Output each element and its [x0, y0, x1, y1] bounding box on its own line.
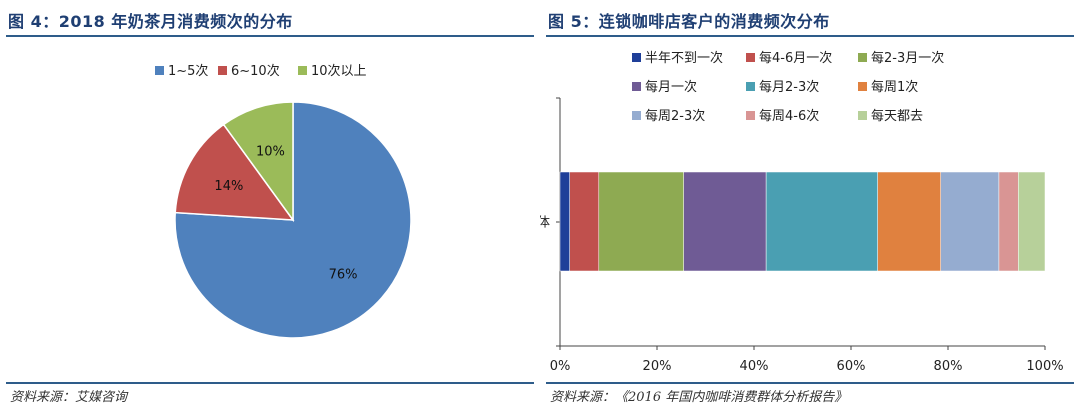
pie-slice — [222, 101, 294, 223]
x-tick-label: 0% — [550, 359, 571, 374]
footer-divider — [6, 382, 534, 384]
bar-segment — [940, 171, 1000, 272]
pie-data-label: 14% — [214, 179, 243, 194]
legend-swatch — [155, 66, 164, 75]
bar-segment — [569, 171, 600, 272]
legend-swatch — [746, 82, 755, 91]
pie-slice — [174, 123, 295, 221]
pie-slice — [174, 101, 412, 339]
legend-label: 每4-6月一次 — [759, 50, 832, 66]
legend-swatch — [858, 53, 867, 62]
legend-label: 半年不到一次 — [645, 50, 723, 66]
x-tick-label: 80% — [934, 359, 963, 374]
x-tick-label: 60% — [837, 359, 866, 374]
title-divider — [546, 35, 1074, 37]
legend-swatch — [218, 66, 227, 75]
bar-segment — [998, 171, 1019, 272]
legend-label: 每周4-6次 — [759, 108, 819, 124]
bar-chart-panel: 图 5：连锁咖啡店客户的消费频次分布 半年不到一次 每4-6月一次 每2-3月一次每… — [540, 0, 1080, 420]
bar-segment — [559, 171, 570, 272]
bar-chart-title: 图 5：连锁咖啡店客户的消费频次分布 — [548, 12, 830, 31]
pie-chart-title: 图 4：2018 年奶茶月消费频次的分布 — [8, 12, 293, 31]
legend-swatch — [858, 111, 867, 120]
footer-divider — [546, 382, 1074, 384]
x-tick-label: 20% — [643, 359, 672, 374]
legend-swatch — [746, 111, 755, 120]
legend-swatch — [632, 111, 641, 120]
bar-segment — [1018, 171, 1046, 272]
bar-segment — [683, 171, 767, 272]
pie-data-label: 76% — [329, 267, 358, 282]
legend-swatch — [746, 53, 755, 62]
bar-chart-source: 资料来源：《2016 年国内咖啡消费群体分析报告》 — [550, 390, 848, 405]
legend-swatch — [858, 82, 867, 91]
legend-label: 每月2-3次 — [759, 79, 819, 95]
bar-segment — [598, 171, 684, 272]
pie-chart-source: 资料来源：艾媒咨询 — [10, 390, 128, 405]
legend-swatch — [632, 82, 641, 91]
legend-label: 每周1次 — [871, 79, 918, 95]
legend-label: 每周2-3次 — [645, 108, 705, 124]
x-tick-label: 40% — [740, 359, 769, 374]
legend-label: 10次以上 — [311, 63, 367, 79]
pie-data-label: 10% — [256, 144, 285, 159]
legend-label: 6~10次 — [231, 63, 280, 79]
pie-chart: 1~5次 6~10次 10次以上 76% 14% 10% — [155, 63, 412, 339]
legend-label: 每月一次 — [645, 79, 697, 95]
legend-label: 每2-3月一次 — [871, 50, 944, 66]
legend-swatch — [632, 53, 641, 62]
legend-swatch — [298, 66, 307, 75]
legend-label: 1~5次 — [168, 63, 208, 79]
pie-chart-panel: 图 4：2018 年奶茶月消费频次的分布 1~5次 6~10次 10次以上 76% 14… — [6, 12, 534, 405]
x-tick-label: 100% — [1026, 359, 1063, 374]
bar-segment — [877, 171, 941, 272]
title-divider — [6, 35, 534, 37]
bar-segment — [765, 171, 878, 272]
y-category-label: 整体 — [540, 216, 550, 231]
legend-label: 每天都去 — [871, 108, 923, 124]
